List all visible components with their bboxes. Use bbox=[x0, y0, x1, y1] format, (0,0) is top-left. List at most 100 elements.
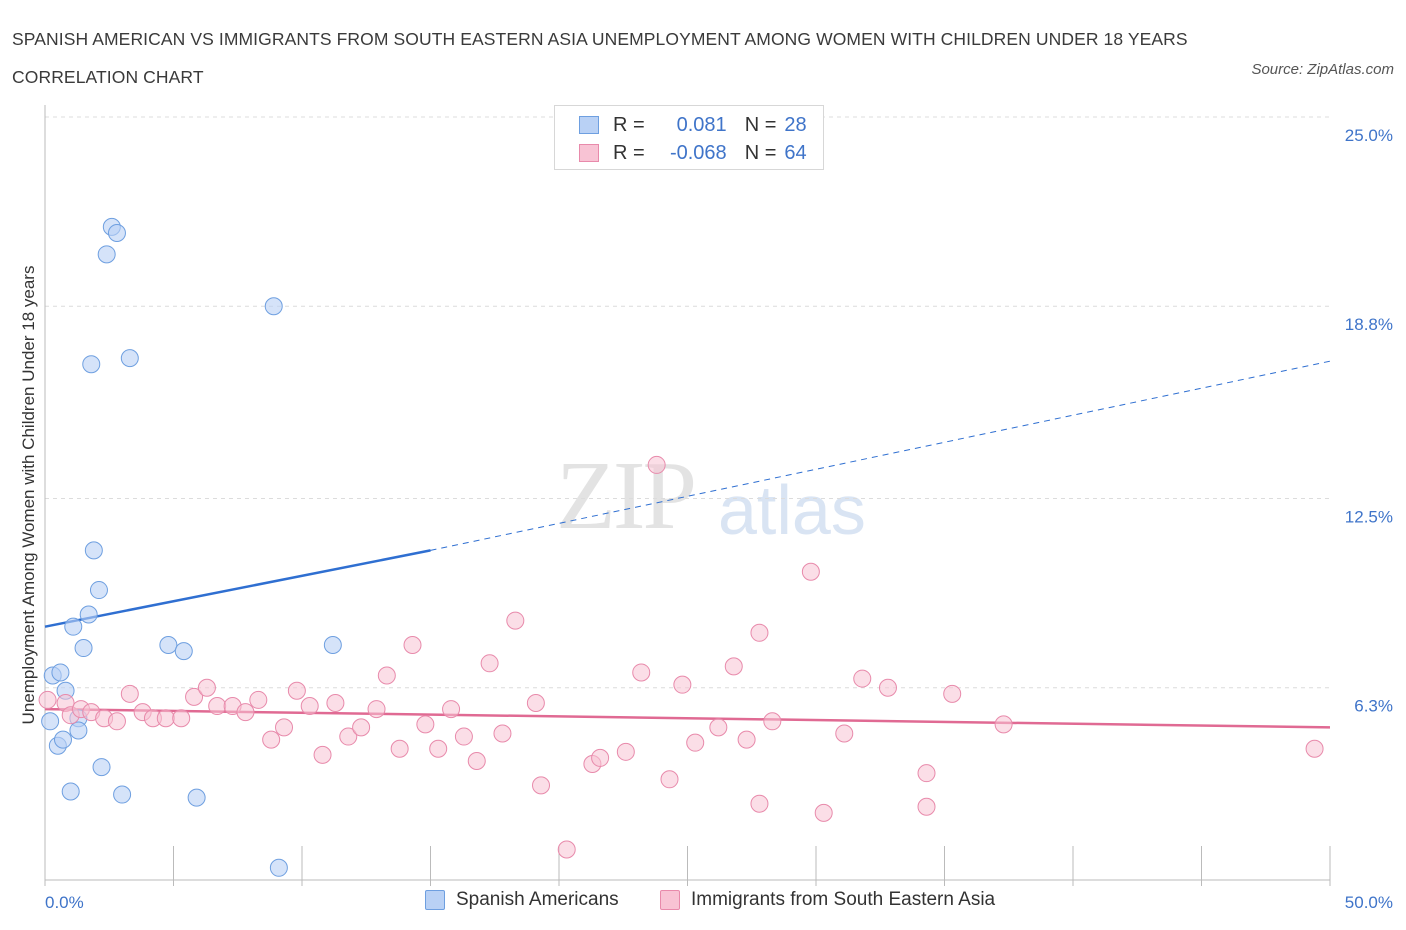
spanish-americans-point bbox=[51, 663, 70, 682]
spanish-americans-point bbox=[74, 639, 93, 658]
spanish-americans-point bbox=[53, 730, 72, 749]
spanish-americans-point bbox=[89, 581, 108, 600]
spanish-americans-point bbox=[97, 245, 116, 264]
sea-immigrants-trend-line bbox=[44, 707, 1331, 729]
legend-n-value: 64 bbox=[784, 141, 807, 164]
spanish-americans-point bbox=[84, 541, 103, 560]
legend-r-value: 0.081 bbox=[676, 113, 727, 136]
sea-immigrants-point bbox=[120, 684, 139, 703]
legend-swatch-blue bbox=[579, 116, 599, 134]
sea-immigrants-point bbox=[673, 675, 692, 694]
legend-r-label: R = bbox=[613, 113, 645, 136]
sea-immigrants-point bbox=[647, 455, 666, 474]
legend-swatch-pink bbox=[579, 144, 599, 162]
spanish-americans-point bbox=[159, 635, 178, 654]
y-tick-label: 25.0% bbox=[1345, 126, 1393, 145]
legend-row-sea-immigrants: R = -0.068 N = 64 bbox=[579, 141, 807, 165]
sea-immigrants-point bbox=[801, 562, 820, 581]
sea-immigrants-point bbox=[737, 730, 756, 749]
sea-immigrants-point bbox=[185, 687, 204, 706]
sea-immigrants-point bbox=[429, 739, 448, 758]
spanish-americans-trend-line bbox=[44, 549, 431, 628]
sea-immigrants-point bbox=[313, 745, 332, 764]
sea-immigrants-point bbox=[300, 697, 319, 716]
correlation-legend: R = 0.081 N = 28 R = -0.068 N = 64 bbox=[554, 105, 824, 170]
source-credit: Source: ZipAtlas.com bbox=[1251, 61, 1394, 78]
series-name: Spanish Americans bbox=[456, 889, 619, 910]
legend-n-label: N = bbox=[744, 141, 777, 164]
sea-immigrants-point bbox=[853, 669, 872, 688]
grid-lines bbox=[45, 116, 1330, 689]
sea-immigrants-point bbox=[208, 697, 227, 716]
spanish-americans-point bbox=[79, 605, 98, 624]
sea-immigrants-point bbox=[632, 663, 651, 682]
y-tick-label: 18.8% bbox=[1345, 315, 1393, 334]
sea-immigrants-point bbox=[287, 681, 306, 700]
chart-title: SPANISH AMERICAN VS IMMIGRANTS FROM SOUT… bbox=[12, 29, 1188, 87]
sea-immigrants-point bbox=[814, 803, 833, 822]
sea-immigrants-point bbox=[367, 700, 386, 719]
sea-immigrants-point bbox=[917, 764, 936, 783]
spanish-americans-point bbox=[264, 297, 283, 316]
sea-immigrants-point bbox=[709, 718, 728, 737]
sea-immigrants-point bbox=[686, 733, 705, 752]
sea-immigrants-point bbox=[107, 712, 126, 731]
watermark-atlas: atlas bbox=[718, 471, 866, 549]
axes bbox=[44, 105, 1331, 886]
sea-immigrants-point bbox=[493, 724, 512, 743]
spanish-americans-point bbox=[269, 858, 288, 877]
spanish-americans-point bbox=[69, 721, 88, 740]
sea-immigrants-point bbox=[352, 718, 371, 737]
spanish-americans-point bbox=[187, 788, 206, 807]
legend-row-spanish-americans: R = 0.081 N = 28 bbox=[579, 113, 807, 137]
sea-immigrants-point bbox=[275, 718, 294, 737]
sea-immigrants-point bbox=[750, 794, 769, 813]
sea-immigrants-point bbox=[249, 690, 268, 709]
series-legend-spanish-americans: Spanish Americans bbox=[425, 889, 619, 911]
sea-immigrants-point bbox=[917, 797, 936, 816]
sea-immigrants-point bbox=[38, 690, 57, 709]
spanish-americans-point bbox=[41, 712, 60, 731]
sea-immigrants-point bbox=[377, 666, 396, 685]
spanish-americans-point bbox=[174, 642, 193, 661]
sea-immigrants-point bbox=[467, 751, 486, 770]
sea-immigrants-points bbox=[38, 455, 1324, 859]
tick-labels: 6.3% 12.5% 18.8% 25.0% 0.0% 50.0% bbox=[45, 126, 1393, 912]
sea-immigrants-point bbox=[660, 770, 679, 789]
sea-immigrants-point bbox=[591, 748, 610, 767]
sea-immigrants-point bbox=[763, 712, 782, 731]
sea-immigrants-point bbox=[878, 678, 897, 697]
sea-immigrants-point bbox=[480, 654, 499, 673]
spanish-americans-point bbox=[82, 355, 101, 374]
y-axis-label: Unemployment Among Women with Children U… bbox=[19, 266, 38, 725]
y-tick-label: 6.3% bbox=[1354, 697, 1393, 716]
legend-r-value: -0.068 bbox=[669, 141, 727, 164]
sea-immigrants-point bbox=[1305, 739, 1324, 758]
sea-immigrants-point bbox=[326, 693, 345, 712]
sea-immigrants-point bbox=[506, 611, 525, 630]
legend-r-label: R = bbox=[613, 141, 645, 164]
sea-immigrants-point bbox=[454, 727, 473, 746]
watermark-zip: ZIP bbox=[556, 442, 697, 550]
sea-immigrants-point bbox=[416, 715, 435, 734]
spanish-americans-point bbox=[64, 617, 83, 636]
spanish-americans-point bbox=[107, 223, 126, 242]
spanish-americans-point bbox=[113, 785, 132, 804]
sea-immigrants-point bbox=[943, 684, 962, 703]
spanish-americans-trend-extension bbox=[430, 360, 1331, 551]
spanish-americans-point bbox=[61, 782, 80, 801]
spanish-americans-point bbox=[120, 349, 139, 368]
spanish-americans-points bbox=[41, 217, 342, 877]
legend-n-value: 28 bbox=[784, 113, 807, 136]
series-legend-sea-immigrants: Immigrants from South Eastern Asia bbox=[660, 889, 995, 911]
y-tick-label: 12.5% bbox=[1345, 508, 1393, 527]
sea-immigrants-point bbox=[994, 715, 1013, 734]
sea-immigrants-point bbox=[526, 693, 545, 712]
series-swatch-blue bbox=[425, 890, 445, 910]
sea-immigrants-point bbox=[750, 623, 769, 642]
x-tick-label: 0.0% bbox=[45, 893, 84, 912]
sea-immigrants-point bbox=[724, 657, 743, 676]
sea-immigrants-point bbox=[172, 709, 191, 728]
legend-n-label: N = bbox=[744, 113, 777, 136]
